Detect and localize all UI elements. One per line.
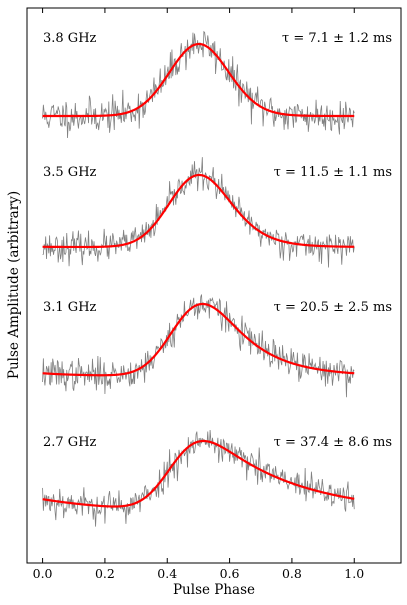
x-tick-label: 0.2 [95, 566, 115, 581]
data-trace-2 [42, 157, 355, 268]
x-tick-label: 0.8 [282, 566, 302, 581]
x-tick-label: 0.6 [220, 566, 240, 581]
tau-label: τ = 7.1 ± 1.2 ms [282, 31, 392, 46]
frequency-label: 3.5 GHz [43, 165, 97, 180]
x-tick-label: 1.0 [344, 566, 364, 581]
fit-curve-1 [42, 42, 355, 118]
x-tick-label: 0.4 [157, 566, 177, 581]
x-tick-label: 0.0 [33, 566, 53, 581]
x-axis-title: Pulse Phase [173, 582, 255, 598]
fit-curve-4 [42, 439, 355, 508]
tau-label: τ = 11.5 ± 1.1 ms [274, 165, 392, 180]
tau-label: τ = 37.4 ± 8.6 ms [274, 435, 392, 450]
fit-curve-2 [42, 173, 355, 249]
plot-frame [26, 7, 402, 564]
tau-label: τ = 20.5 ± 2.5 ms [274, 300, 392, 315]
frequency-label: 3.8 GHz [43, 31, 97, 46]
data-trace-4 [42, 429, 355, 527]
data-trace-1 [42, 30, 355, 138]
fit-curve-3 [42, 302, 355, 377]
frequency-label: 3.1 GHz [43, 300, 97, 315]
frequency-label: 2.7 GHz [43, 435, 97, 450]
y-axis-title: Pulse Amplitude (arbitrary) [6, 191, 22, 379]
